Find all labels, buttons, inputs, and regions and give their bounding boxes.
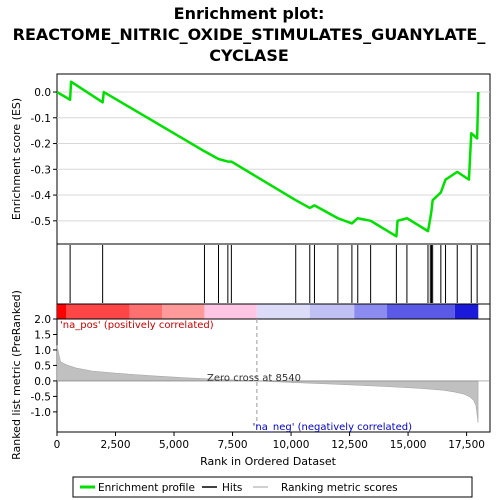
color-bar-segment (354, 304, 388, 319)
es-gridlines (57, 91, 490, 222)
x-tick-label: 5,000 (159, 439, 189, 451)
pos-correlated-label: 'na_pos' (positively correlated) (60, 320, 214, 331)
x-ticks: 0 2,500 5,000 7,500 10,000 12,500 15,000 17,500 (54, 432, 485, 451)
legend: Enrichment profile Hits Ranking metric s… (72, 476, 473, 498)
es-axis-label: Enrichment score (ES) (10, 98, 23, 220)
es-tick-label: -0.2 (31, 139, 52, 151)
metric-tick-label: -0.5 (31, 391, 52, 403)
legend-metric-label: Ranking metric scores (281, 482, 398, 494)
es-tick-label: -0.4 (31, 190, 52, 202)
hits-panel (56, 243, 491, 305)
metric-tick-label: -1.0 (31, 407, 52, 419)
x-tick-label: 2,500 (100, 439, 130, 451)
enrichment-profile-line (56, 80, 480, 238)
metric-tick-label: 1.0 (34, 345, 51, 357)
es-panel (56, 73, 491, 245)
color-bar-segment (309, 304, 355, 319)
metric-tick-label: 0.0 (34, 376, 51, 388)
x-tick-label: 15,000 (390, 439, 427, 451)
es-tick-label: -0.1 (31, 113, 52, 125)
metric-axis-label: Ranked list metric (PreRanked) (10, 290, 23, 460)
hit-markers (69, 245, 478, 303)
es-tick-label: -0.3 (31, 164, 52, 176)
correlation-color-bar (57, 304, 479, 319)
enrichment-profile-group (56, 80, 480, 238)
color-bar-segment (57, 304, 67, 319)
metric-tick-label: 1.5 (34, 329, 51, 341)
zero-cross-marker (57, 319, 490, 432)
color-bar-segment (66, 304, 130, 319)
ranking-metric-area (56, 345, 479, 423)
color-bar-segment (204, 304, 257, 319)
es-y-ticks: 0.0 -0.1 -0.2 -0.3 -0.4 -0.5 (31, 87, 57, 228)
color-bar-segment (387, 304, 455, 319)
metric-tick-label: 0.5 (34, 360, 51, 372)
x-tick-label: 17,500 (448, 439, 485, 451)
x-axis-label: Rank in Ordered Dataset (200, 455, 337, 468)
es-tick-label: 0.0 (34, 87, 51, 99)
legend-hits-label: Hits (222, 482, 242, 494)
x-tick-label: 0 (54, 439, 61, 451)
color-bar-segment (256, 304, 310, 319)
x-tick-label: 12,500 (331, 439, 368, 451)
color-bar-segment (162, 304, 205, 319)
neg-correlated-label: 'na_neg' (negatively correlated) (253, 422, 412, 433)
legend-profile-label: Enrichment profile (98, 482, 195, 494)
title-line-2: REACTOME_NITRIC_OXIDE_STIMULATES_GUANYLA… (13, 25, 486, 44)
ranking-metric-fill (56, 345, 479, 423)
x-tick-label: 7,500 (218, 439, 248, 451)
zero-cross-label: Zero cross at 8540 (207, 373, 301, 384)
color-bar-segment (454, 304, 479, 319)
color-bar-segment (129, 304, 163, 319)
metric-tick-label: 2.0 (34, 314, 51, 326)
title-line-1: Enrichment plot: (174, 4, 325, 23)
metric-y-ticks: 2.0 1.5 1.0 0.5 0.0 -0.5 -1.0 (31, 314, 57, 419)
es-tick-label: -0.5 (31, 216, 52, 228)
x-tick-label: 10,000 (273, 439, 310, 451)
title-line-3: CYCLASE (209, 46, 289, 65)
